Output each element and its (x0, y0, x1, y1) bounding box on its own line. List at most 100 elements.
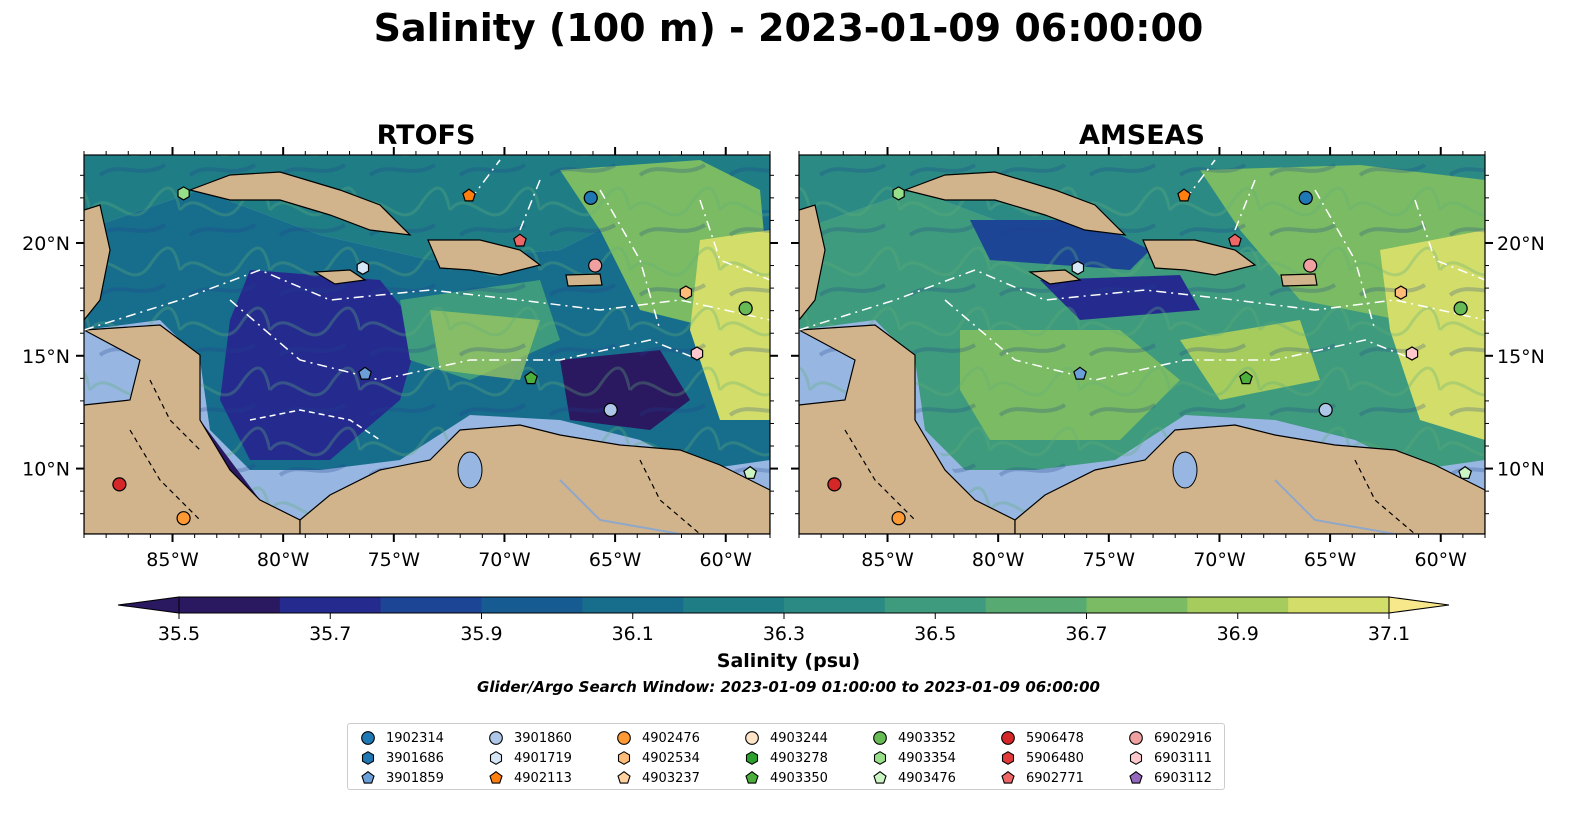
lon-tick-label: 60°W (700, 549, 753, 571)
lon-tick-label: 60°W (1415, 549, 1468, 571)
land-border (129, 429, 201, 521)
colorbar-tick-label: 36.3 (763, 623, 805, 645)
legend-column: 6902916 6903111 6903112 (1128, 728, 1212, 788)
lon-tick-label: 75°W (1083, 549, 1136, 571)
search-window-text: Glider/Argo Search Window: 2023-01-09 01… (477, 678, 1100, 696)
puerto-rico-land (565, 273, 603, 287)
float-marker-5906478 (112, 477, 127, 492)
float-marker-3901859 (1073, 366, 1087, 380)
hexagon-marker-icon (489, 751, 503, 765)
float-marker-6903111 (690, 346, 704, 361)
legend-item: 4901719 (488, 748, 572, 768)
colorbar-tick-label: 35.9 (460, 623, 502, 645)
float-marker-6903111 (1405, 346, 1419, 361)
colorbar-segment (784, 597, 886, 613)
float-marker-3901686 (892, 186, 905, 201)
legend-item: 4902113 (488, 768, 572, 788)
legend-label: 5906480 (1026, 750, 1084, 766)
circle-marker-icon (745, 731, 759, 745)
legend-column: 4903352 4903354 4903476 (872, 728, 956, 788)
colorbar-segment (1086, 597, 1188, 613)
legend-label: 1902314 (386, 730, 444, 746)
float-marker-3901860 (603, 402, 618, 418)
float-marker-4902476 (176, 511, 191, 526)
legend-item: 4903244 (744, 728, 828, 748)
yucatan-land (84, 204, 111, 321)
pentagon-marker-icon (873, 771, 887, 784)
colorbar-tick-label: 36.1 (612, 623, 654, 645)
pentagon-marker-icon (489, 771, 503, 784)
lat-tick-label: 20°N (22, 233, 70, 255)
colorbar-tick-label: 36.5 (914, 623, 956, 645)
colorbar-segment (985, 597, 1087, 613)
legend-item: 6902916 (1128, 728, 1212, 748)
colorbar-segment (884, 597, 987, 613)
colorbar-segment (481, 597, 583, 613)
lat-tick-label: 10°N (1497, 459, 1545, 481)
legend-item: 4903476 (872, 768, 956, 788)
float-marker-3901859 (358, 366, 372, 380)
colorbar-segment (683, 597, 785, 613)
circle-marker-icon (1001, 731, 1015, 745)
hexagon-marker-icon (745, 751, 759, 765)
pentagon-marker-icon (745, 771, 759, 784)
circle-marker-icon (617, 731, 631, 745)
colorbar-extend-low (117, 596, 180, 614)
lat-tick-label: 15°N (1497, 346, 1545, 368)
float-marker-4902534 (1394, 285, 1408, 300)
lat-ticks-right: 20°N 15°N 10°N (791, 233, 1545, 481)
colorbar-segment (380, 597, 482, 613)
eez-boundary (84, 269, 770, 331)
legend-item: 3901859 (360, 768, 444, 788)
lat-tick-label: 15°N (22, 346, 70, 368)
lake-maracaibo (457, 451, 483, 489)
float-marker-4902476 (891, 511, 906, 526)
legend-label: 4901719 (514, 750, 572, 766)
figure-title: Salinity (100 m) - 2023-01-09 06:00:00 (373, 6, 1204, 50)
lon-tick-label: 70°W (1193, 549, 1246, 571)
colorbar-segment (1187, 597, 1289, 613)
lon-tick-label: 80°W (257, 549, 310, 571)
float-marker-6902771 (1228, 233, 1242, 247)
hexagon-marker-icon (1129, 751, 1143, 765)
map-panel-amseas (799, 155, 1485, 534)
float-marker-4902113 (1177, 188, 1191, 202)
legend-item: 1902314 (360, 728, 444, 748)
legend-item: 4902534 (616, 748, 700, 768)
legend-label: 4902534 (642, 750, 700, 766)
float-marker-4903350 (1239, 371, 1253, 385)
legend-item: 6903111 (1128, 748, 1212, 768)
lon-tick-label: 65°W (1304, 549, 1357, 571)
float-marker-4901719 (356, 260, 370, 275)
float-markers-rtofs (112, 186, 758, 526)
legend-label: 4903476 (898, 770, 956, 786)
map-frame-amseas (798, 154, 1486, 535)
legend-label: 4903352 (898, 730, 956, 746)
legend-label: 4903354 (898, 750, 956, 766)
legend-column: 4902476 4902534 4903237 (616, 728, 700, 788)
legend-label: 6902916 (1154, 730, 1212, 746)
legend-item: 4903278 (744, 748, 828, 768)
lon-tick-label: 80°W (972, 549, 1025, 571)
legend-label: 6903111 (1154, 750, 1212, 766)
hexagon-marker-icon (361, 751, 375, 765)
float-marker-3901860 (1318, 402, 1333, 418)
float-marker-6902916 (1303, 258, 1318, 273)
legend-item: 3901860 (488, 728, 572, 748)
lat-ticks-left: 20°N 15°N 10°N (22, 174, 1489, 515)
colorbar-tick-label: 36.9 (1217, 623, 1259, 645)
river (559, 479, 681, 534)
lon-ticks-amseas: 85°W 80°W 75°W 70°W 65°W 60°W (798, 147, 1486, 571)
lat-tick-label: 20°N (1497, 233, 1545, 255)
float-marker-5906478 (827, 477, 842, 492)
legend-label: 4903237 (642, 770, 700, 786)
legend-item: 4903237 (616, 768, 700, 788)
colorbar-tick-label: 35.5 (158, 623, 200, 645)
legend-label: 4903244 (770, 730, 828, 746)
circle-marker-icon (489, 731, 503, 745)
map-frame-rtofs (83, 154, 771, 535)
lon-tick-label: 75°W (368, 549, 421, 571)
pentagon-marker-icon (1129, 771, 1143, 784)
float-marker-1902314 (583, 190, 598, 205)
legend-item: 5906478 (1000, 728, 1084, 748)
